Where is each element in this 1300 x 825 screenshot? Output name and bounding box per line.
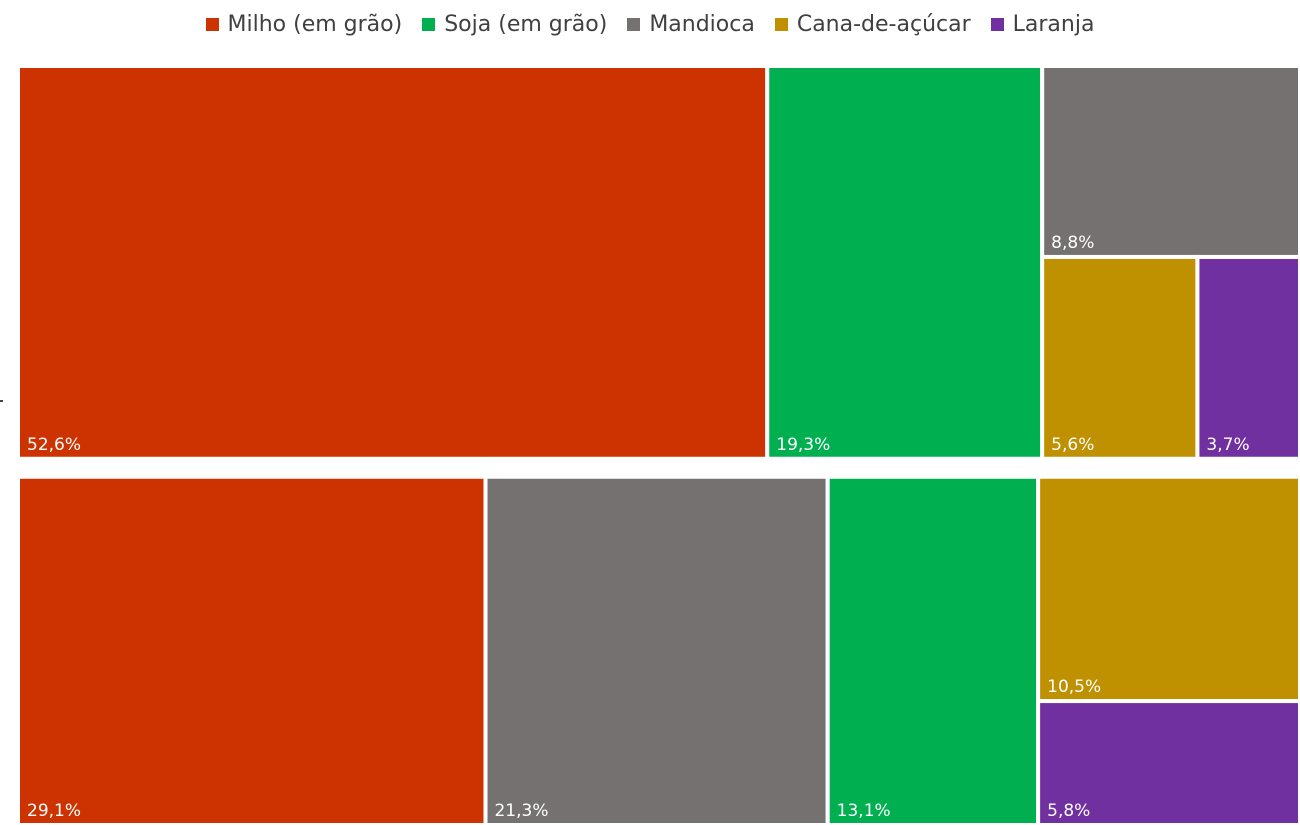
legend-swatch	[422, 17, 436, 31]
legend-item-cana-de-acucar: Cana-de-açúcar	[774, 11, 971, 37]
legend-item-milho-em-grao: Milho (em grão)	[205, 11, 403, 37]
legend-label: Milho (em grão)	[227, 11, 403, 37]
data-label: 5,8%	[1047, 801, 1090, 821]
data-label: 52,6%	[27, 435, 81, 455]
data-label: 8,8%	[1051, 233, 1094, 253]
data-label: 19,3%	[776, 435, 830, 455]
data-label: 21,3%	[494, 801, 548, 821]
treemap-cell-cana-de-acucar	[1036, 474, 1300, 704]
treemap-cell-laranja	[1195, 254, 1300, 461]
treemap-cell-laranja	[1036, 699, 1300, 825]
legend-item-soja-em-grao: Soja (em grão)	[422, 12, 607, 37]
legend-label: Cana-de-açúcar	[796, 11, 971, 37]
data-label: 3,7%	[1206, 435, 1249, 455]
legend-label: Mandioca	[649, 11, 755, 37]
legend-swatch	[205, 17, 219, 31]
data-label: 29,1%	[27, 801, 81, 821]
treemap-cell-mandioca	[483, 474, 830, 825]
legend-item-laranja: Laranja	[990, 11, 1095, 37]
chart-legend: Milho (em grão) Soja (em grão) Mandioca Can…	[0, 8, 1300, 40]
treemap-cell-milho-em-grao	[16, 474, 488, 825]
legend-item-mandioca: Mandioca	[627, 12, 755, 37]
treemap-cell-mandioca	[1040, 64, 1300, 259]
treemap-cell-soja-em-grao	[765, 64, 1045, 461]
data-label: 13,1%	[837, 801, 891, 821]
data-label: 10,5%	[1047, 677, 1101, 697]
data-label: 5,6%	[1051, 435, 1094, 455]
treemap-group-2: 29,1% 21,3% 13,1% 10,5% 5,8%	[16, 474, 1300, 825]
legend-swatch	[774, 17, 788, 31]
legend-swatch	[990, 17, 1004, 31]
axis-tick-mark	[0, 400, 3, 402]
legend-swatch	[627, 17, 641, 31]
legend-label: Soja (em grão)	[444, 11, 608, 37]
treemap-cell-cana-de-acucar	[1040, 254, 1200, 461]
treemap-group-1: 52,6% 19,3% 8,8% 5,6% 3,7%	[16, 64, 1300, 461]
treemap-cell-milho-em-grao	[16, 64, 770, 461]
legend-label: Laranja	[1012, 11, 1095, 37]
treemap-cell-soja-em-grao	[825, 474, 1041, 825]
